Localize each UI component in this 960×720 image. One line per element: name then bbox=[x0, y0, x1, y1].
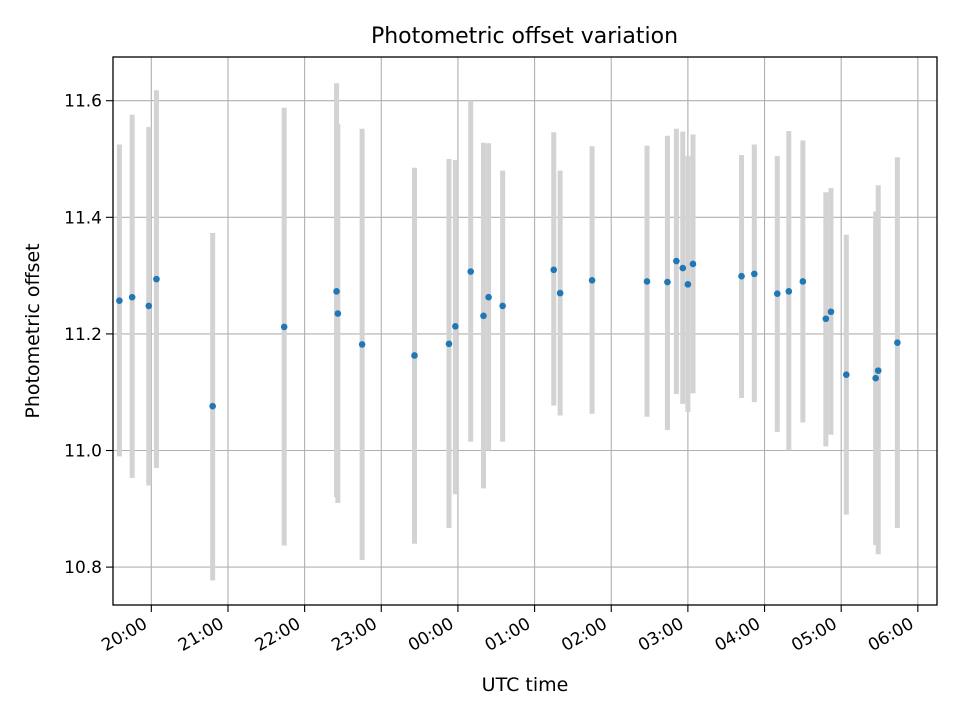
data-point bbox=[128, 293, 136, 301]
data-point bbox=[822, 315, 830, 323]
data-point bbox=[799, 278, 807, 285]
data-point bbox=[894, 339, 901, 346]
data-point bbox=[738, 272, 745, 280]
data-point bbox=[588, 276, 596, 284]
data-point bbox=[445, 340, 453, 348]
grid bbox=[113, 57, 937, 605]
data-point bbox=[679, 264, 687, 272]
y-axis-label: Photometric offset bbox=[22, 243, 44, 418]
data-point bbox=[689, 260, 697, 268]
data-point bbox=[499, 302, 506, 310]
data-point bbox=[842, 371, 850, 379]
data-point bbox=[280, 323, 288, 331]
y-tick-label: 11.2 bbox=[64, 325, 102, 345]
data-point bbox=[333, 288, 340, 295]
y-tick-label: 11.6 bbox=[64, 92, 102, 112]
chart-title: Photometric offset variation bbox=[371, 24, 678, 49]
data-point bbox=[411, 352, 418, 359]
data-points bbox=[116, 257, 901, 410]
y-tick-label: 11.4 bbox=[64, 208, 102, 228]
y-tick-label: 10.8 bbox=[64, 558, 102, 578]
plot-frame bbox=[112, 56, 938, 606]
data-point bbox=[664, 278, 671, 286]
data-point bbox=[116, 297, 123, 304]
data-point bbox=[467, 268, 475, 275]
data-point bbox=[358, 341, 366, 348]
data-point bbox=[145, 302, 153, 310]
y-axis-ticks: 10.8 11.0 11.2 11.4 11.6 bbox=[64, 92, 113, 578]
data-point bbox=[209, 402, 216, 410]
data-point bbox=[550, 266, 558, 274]
x-axis-label: UTC time bbox=[482, 674, 569, 696]
data-point bbox=[673, 257, 680, 265]
data-point bbox=[485, 293, 492, 301]
data-point bbox=[774, 290, 781, 297]
data-point bbox=[480, 312, 487, 320]
y-tick-label: 11.0 bbox=[64, 442, 102, 462]
data-point bbox=[153, 275, 160, 283]
data-point bbox=[643, 278, 651, 285]
data-point bbox=[751, 270, 758, 278]
data-point bbox=[684, 281, 692, 288]
data-point bbox=[874, 367, 882, 374]
data-point bbox=[452, 323, 459, 330]
data-point bbox=[785, 288, 793, 295]
data-point bbox=[334, 310, 342, 317]
data-point bbox=[827, 308, 835, 316]
data-point bbox=[556, 289, 564, 297]
data-point bbox=[872, 374, 879, 382]
